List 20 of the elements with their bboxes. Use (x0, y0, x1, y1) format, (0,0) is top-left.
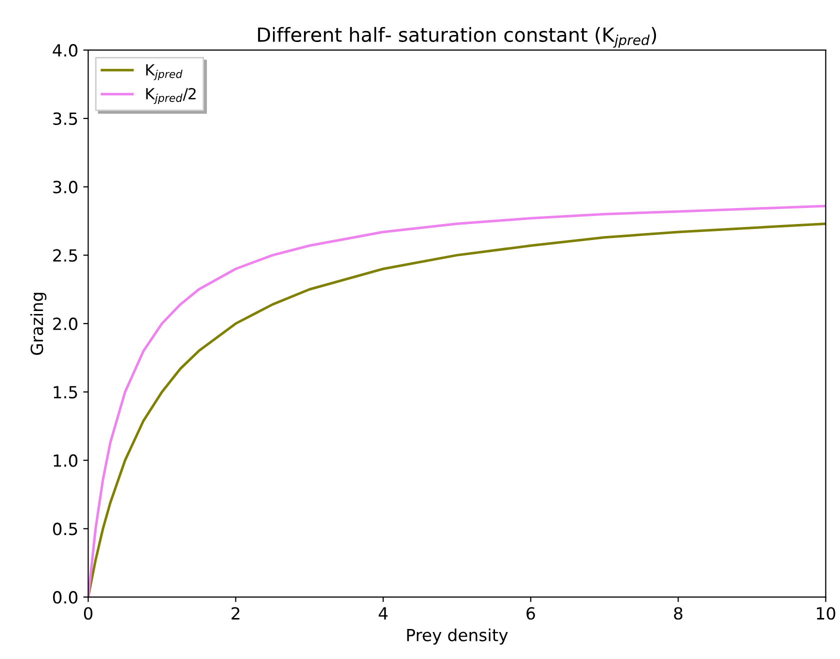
y-tick-label: 1.5 (54, 386, 78, 399)
y-tick-label: 2.5 (53, 249, 78, 262)
x-tick-label: 6 (526, 607, 535, 620)
legend-label: K$_{jpred}$/2 (146, 88, 196, 104)
x-tick-label: 4 (378, 607, 388, 620)
x-axis-title: Prey density (407, 628, 508, 645)
x-tick-label: 2 (232, 607, 240, 620)
x-tick-label: 8 (674, 607, 682, 620)
legend-label: K$_{jpred}$ (146, 64, 182, 80)
x-tick-label: 0 (84, 607, 92, 620)
y-tick-label: 3.5 (53, 112, 78, 126)
y-tick-label: 3.0 (53, 180, 78, 194)
y-tick-label: 4.0 (52, 44, 78, 57)
y-axis-title: Grazing (30, 292, 46, 355)
y-tick-label: 0.0 (53, 591, 78, 604)
chart-title: Different half- saturation constant (K$_{jpred}$) (258, 26, 656, 48)
y-tick-label: 1.0 (54, 454, 78, 467)
y-tick-label: 0.5 (53, 522, 78, 536)
y-tick-label: 2.0 (53, 318, 78, 330)
x-tick-label: 10 (816, 607, 836, 620)
